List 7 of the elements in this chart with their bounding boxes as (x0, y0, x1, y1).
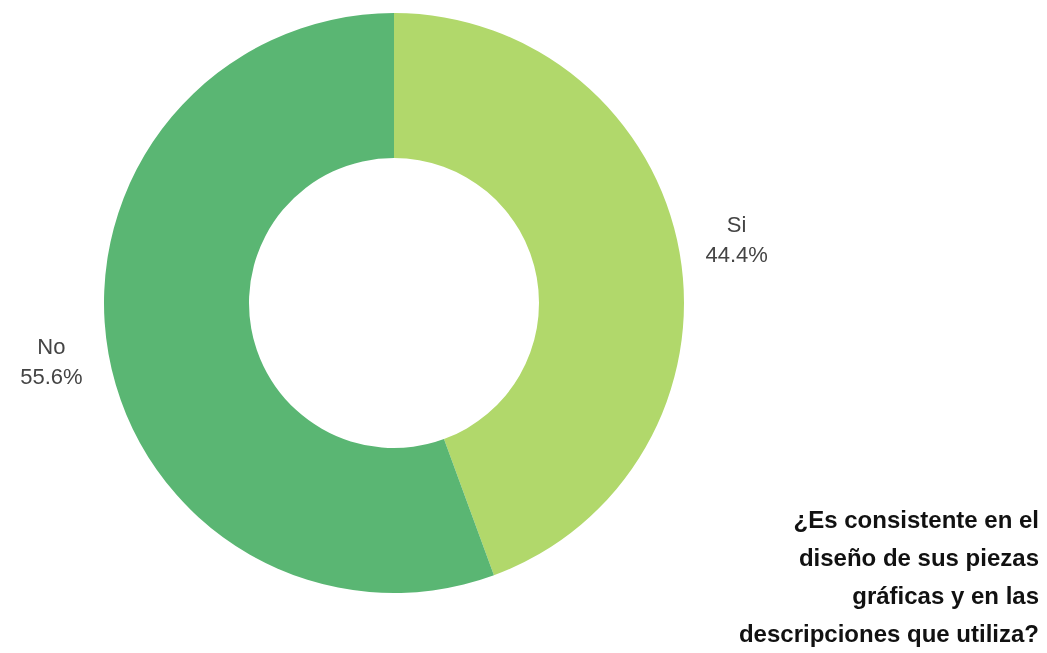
slice-label: No (37, 333, 66, 359)
donut-slice (394, 13, 684, 576)
text: ¿Es consistente en el diseño de sus piezas gráficas y en las descripciones que utiliza? (737, 505, 1039, 649)
donut-slice (104, 13, 494, 593)
data-label: 44.4% (705, 242, 768, 268)
slice-label: Si (726, 212, 747, 238)
data-label: 55.6% (20, 363, 83, 389)
